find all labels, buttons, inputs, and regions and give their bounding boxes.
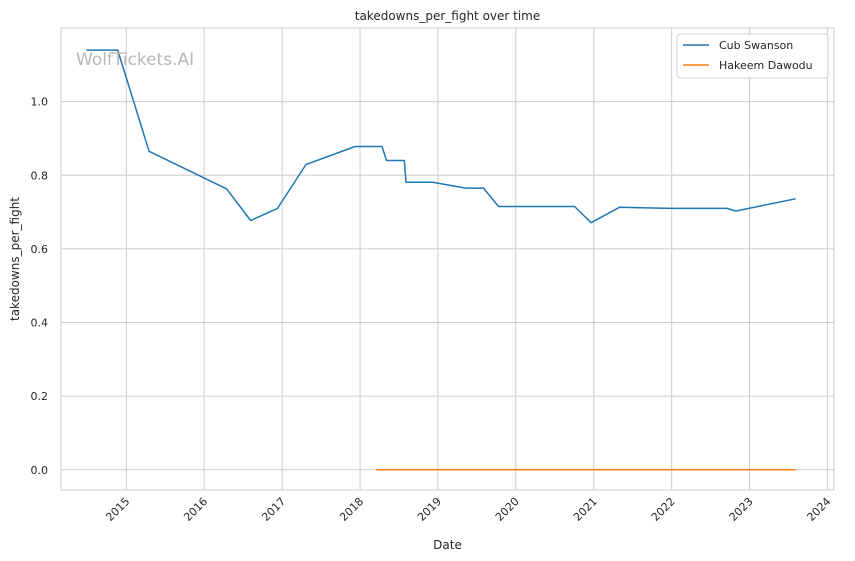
legend-label: Hakeem Dawodu	[719, 59, 813, 72]
y-tick-label: 0.8	[31, 169, 49, 182]
x-tick-label: 2023	[727, 495, 756, 524]
watermark-text: WolfTickets.AI	[76, 50, 194, 70]
series-layer	[86, 49, 796, 471]
y-tick-label: 0.2	[31, 390, 49, 403]
x-tick-label: 2022	[649, 495, 678, 524]
y-tick-label: 1.0	[31, 96, 49, 109]
x-axis-label: Date	[433, 538, 462, 552]
x-tick-label: 2017	[259, 495, 288, 524]
chart-title: takedowns_per_fight over time	[355, 9, 541, 23]
y-axis-ticks: 0.0 0.2 0.4 0.6 0.8 1.0	[31, 96, 49, 477]
x-tick-label: 2016	[181, 495, 210, 524]
y-axis-label: takedowns_per_fight	[8, 197, 22, 321]
x-tick-label: 2020	[493, 495, 522, 524]
legend-box	[676, 33, 829, 79]
x-axis-ticks: 2015 2016 2017 2018 2019 2020 2021 2022 2023 2024	[103, 495, 833, 524]
grid-lines	[61, 28, 834, 490]
y-tick-label: 0.0	[31, 464, 49, 477]
y-tick-label: 0.4	[31, 317, 49, 330]
y-tick-label: 0.6	[31, 243, 49, 256]
plot-frame	[60, 27, 835, 491]
x-tick-label: 2024	[805, 495, 834, 524]
x-tick-label: 2019	[415, 495, 444, 524]
x-tick-label: 2015	[103, 495, 132, 524]
legend: Cub Swanson Hakeem Dawodu	[676, 33, 829, 79]
x-tick-label: 2018	[337, 495, 366, 524]
x-tick-label: 2021	[571, 495, 600, 524]
legend-label: Cub Swanson	[719, 39, 793, 52]
series-line-cub-swanson	[86, 49, 796, 224]
